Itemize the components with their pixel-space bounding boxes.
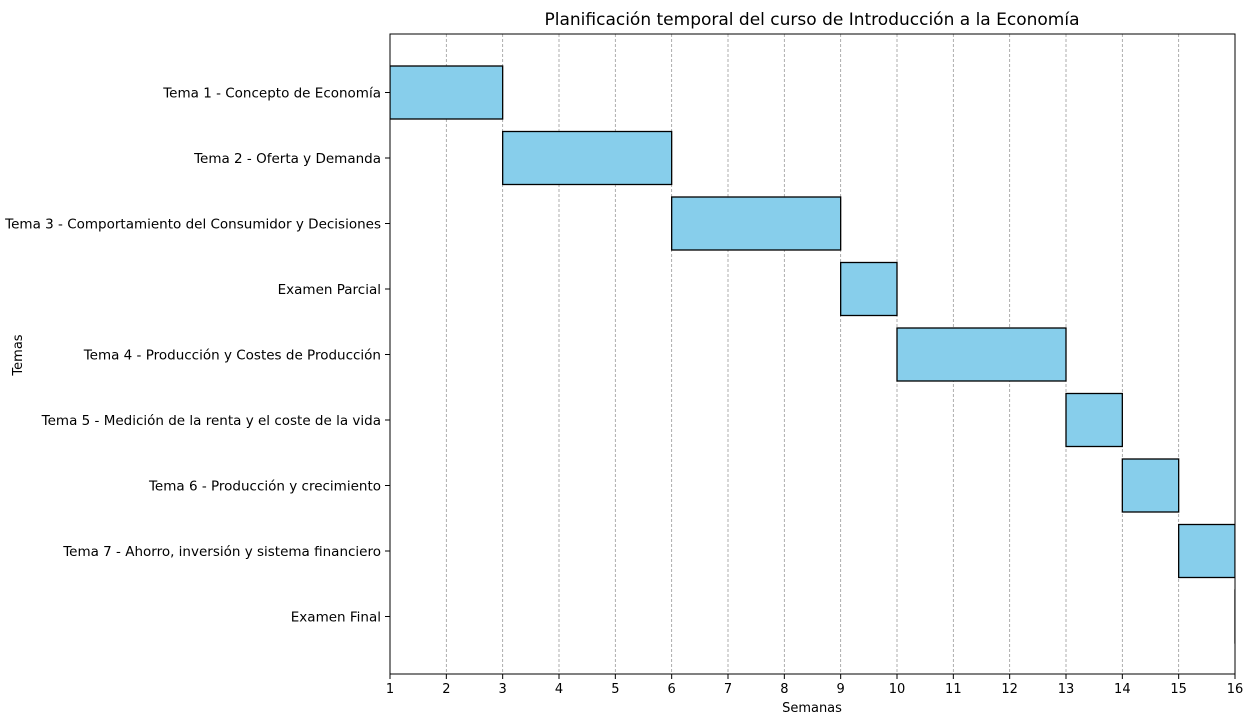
task-bar: [1121, 458, 1180, 513]
x-axis-ticks: 1 2 3 4 5 6 7 8 9 10 11 12 13 14 15 16: [386, 674, 1243, 697]
x-tick-label: 8: [780, 682, 788, 697]
x-tick-label: 6: [668, 682, 676, 697]
x-tick-label: 14: [1114, 682, 1131, 697]
y-axis-label: Temas: [11, 334, 26, 376]
x-tick-label: 13: [1058, 682, 1075, 697]
x-tick-label: 11: [945, 682, 962, 697]
x-tick-label: 2: [442, 682, 450, 697]
task-bars: [390, 65, 1235, 644]
x-tick-label: 1: [386, 682, 394, 697]
task-bar: [840, 261, 898, 317]
task-bar: [896, 327, 1067, 382]
x-tick-label: 12: [1001, 682, 1018, 697]
x-tick-label: 15: [1170, 682, 1187, 697]
y-axis-ticks: Tema 1 - Concepto de Economía Tema 2 - Of…: [4, 86, 390, 626]
y-tick-label: Tema 7 - Ahorro, inversión y sistema fin…: [62, 544, 381, 560]
y-tick-label: Tema 5 - Medición de la renta y el coste…: [41, 413, 381, 429]
y-tick-label: Tema 2 - Oferta y Demanda: [193, 151, 381, 167]
x-tick-label: 16: [1227, 682, 1244, 697]
x-tick-label: 7: [724, 682, 732, 697]
task-bar: [390, 65, 504, 120]
x-axis-label: Semanas: [782, 701, 842, 715]
y-tick-label: Examen Final: [291, 610, 381, 626]
x-tick-label: 3: [499, 682, 507, 697]
x-tick-label: 9: [837, 682, 845, 697]
x-tick-label: 10: [889, 682, 906, 697]
task-bar: [1178, 523, 1235, 579]
y-tick-label: Tema 6 - Producción y crecimiento: [148, 479, 381, 495]
y-tick-label: Tema 1 - Concepto de Economía: [162, 86, 381, 102]
y-tick-label: Examen Parcial: [278, 282, 381, 298]
chart-title: Planificación temporal del curso de Intr…: [545, 10, 1080, 30]
x-tick-label: 5: [611, 682, 619, 697]
task-bar: [1065, 392, 1123, 448]
task-bar: [502, 130, 673, 186]
x-tick-label: 4: [555, 682, 563, 697]
y-tick-label: Tema 3 - Comportamiento del Consumidor y…: [4, 217, 381, 233]
y-tick-label: Tema 4 - Producción y Costes de Producci…: [83, 348, 381, 364]
task-bar: [671, 196, 842, 251]
